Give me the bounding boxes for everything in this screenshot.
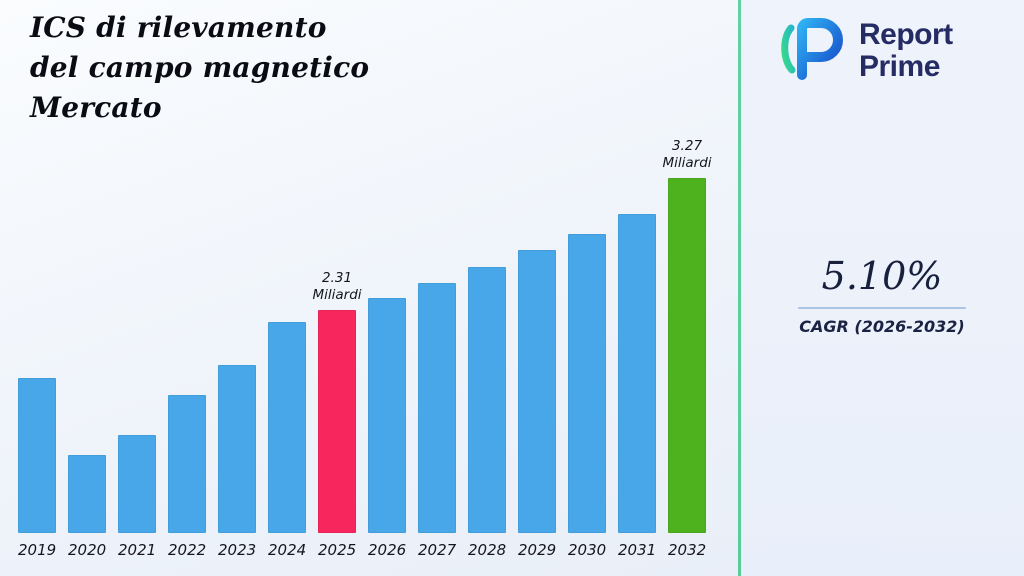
x-tick-2021: 2021 [118,541,157,559]
x-tick-2025: 2025 [318,541,357,559]
vertical-divider [738,0,741,576]
bar-2032 [668,178,706,533]
x-tick-2027: 2027 [418,541,457,559]
logo-wordmark: Report Prime [859,19,953,83]
bar-column-2021 [118,435,156,533]
bar-chart: 2.31 Miliardi 3.27 Miliardi 2019 2020 2021 202… [18,138,718,559]
x-axis-labels: 2019 2020 2021 2022 2023 2024 2025 2026 2027 2028… [18,541,718,559]
x-tick-2032: 2032 [668,541,707,559]
bar-column-2032: 3.27 Miliardi [662,138,712,533]
bars: 2.31 Miliardi 3.27 Miliardi [18,138,718,533]
bar-2025 [318,310,356,533]
bar-2027 [418,283,456,533]
x-tick-2026: 2026 [368,541,407,559]
title-line-1: ICS di rilevamento [30,11,327,44]
report-prime-logo-icon [776,12,850,90]
x-tick-2019: 2019 [18,541,57,559]
x-tick-2029: 2029 [518,541,557,559]
bar-2029 [518,250,556,533]
bar-2028 [468,267,506,533]
x-tick-2031: 2031 [618,541,657,559]
logo-word-prime: Prime [859,50,940,83]
right-panel-background [741,0,1024,576]
x-tick-2022: 2022 [168,541,207,559]
bar-2021 [118,435,156,533]
cagr-underline [798,307,966,309]
bar-column-2025: 2.31 Miliardi [312,270,362,533]
bar-2019 [18,378,56,533]
bar-2023 [218,365,256,533]
bar-column-2022 [168,395,206,533]
cagr-block: 5.10% CAGR (2026-2032) [798,254,966,336]
bar-column-2027 [418,283,456,533]
bar-column-2020 [68,455,106,533]
bar-2022 [168,395,206,533]
bar-column-2030 [568,234,606,533]
cagr-label: CAGR (2026-2032) [799,317,965,336]
bar-2030 [568,234,606,533]
x-tick-2030: 2030 [568,541,607,559]
logo-word-report: Report [859,18,953,51]
x-tick-2028: 2028 [468,541,507,559]
bar-2026 [368,298,406,533]
title-line-2: del campo magnetico [30,51,370,84]
x-tick-2024: 2024 [268,541,307,559]
cagr-value: 5.10% [821,254,943,298]
bar-column-2019 [18,378,56,533]
bar-2024 [268,322,306,533]
bar-column-2029 [518,250,556,533]
bar-column-2026 [368,298,406,533]
bar-column-2031 [618,214,656,533]
x-tick-2020: 2020 [68,541,107,559]
bar-value-label-2032: 3.27 Miliardi [662,137,712,172]
logo: Report Prime [776,12,953,90]
page-title: ICS di rilevamento del campo magnetico M… [30,8,369,128]
bar-column-2028 [468,267,506,533]
bar-value-label-2025: 2.31 Miliardi [312,269,362,304]
bar-2020 [68,455,106,533]
bar-2031 [618,214,656,533]
title-line-3: Mercato [30,91,162,124]
x-tick-2023: 2023 [218,541,257,559]
bar-column-2023 [218,365,256,533]
bar-column-2024 [268,322,306,533]
